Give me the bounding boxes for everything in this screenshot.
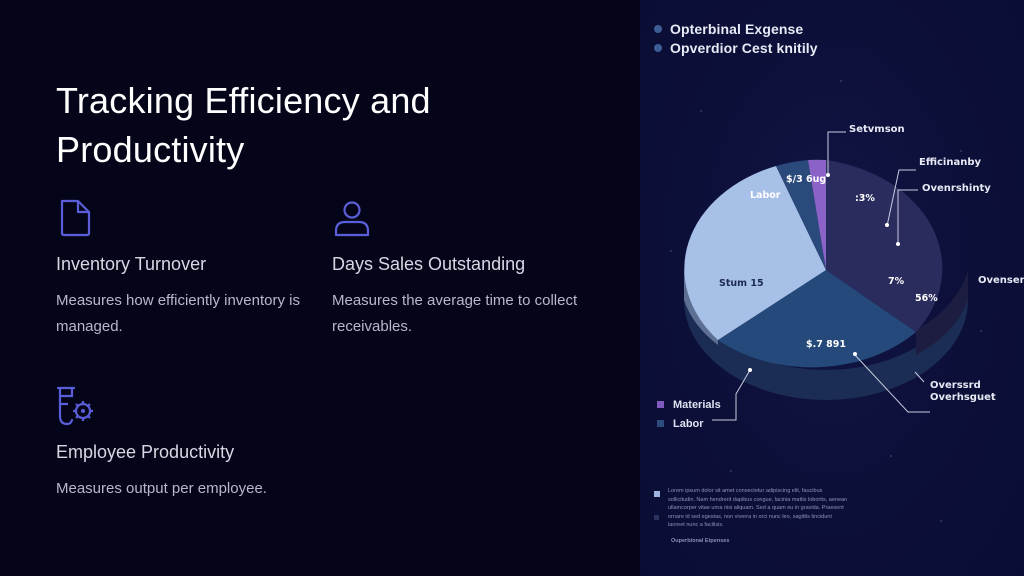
legend-square-icon bbox=[657, 420, 664, 427]
callout-right: Ovenser bbox=[978, 275, 1024, 286]
metric-description: Measures the average time to collect rec… bbox=[332, 292, 578, 335]
slice-label-pct-big: 56% bbox=[915, 293, 938, 304]
metric-description: Measures how efficiently inventory is ma… bbox=[56, 292, 300, 335]
legend-label: Opterbinal Exgense bbox=[670, 20, 804, 37]
flask-gear-icon bbox=[56, 386, 93, 426]
chart-legend-bottom: Materials Labor bbox=[657, 395, 721, 433]
legend-label: Opverdior Cest knitily bbox=[670, 39, 818, 56]
legend-item: Opverdior Cest knitily bbox=[654, 38, 818, 57]
callout-bottom-right-1: Overssrd bbox=[930, 380, 981, 391]
pie-slice-overhead bbox=[826, 160, 943, 332]
metric-card-days-sales-outstanding: Days Sales Outstanding Measures the aver… bbox=[332, 196, 582, 340]
metric-title: Days Sales Outstanding bbox=[332, 254, 526, 274]
callout-bottom-right-2: Overhsguet bbox=[930, 392, 996, 403]
legend-label: Labor bbox=[673, 417, 704, 430]
legend-item: Labor bbox=[657, 414, 721, 433]
callout-overnship: Ovenrshinty bbox=[922, 183, 991, 194]
metric-description: Measures output per employee. bbox=[56, 480, 267, 497]
slice-label-small-top: $/3 6ug bbox=[786, 174, 826, 185]
slice-label-pct-mid: 7% bbox=[888, 276, 905, 287]
legend-dot-icon bbox=[654, 43, 662, 52]
slice-label-stum: Stum 15 bbox=[719, 278, 764, 289]
metric-title: Employee Productivity bbox=[56, 442, 235, 462]
legend-square-icon bbox=[657, 401, 664, 408]
chart-panel: Opterbinal Exgense Opverdior Cest knitil… bbox=[640, 0, 1024, 576]
pie-slice-bottom bbox=[718, 270, 916, 368]
footnote-caption: Ouperbional Etpenses bbox=[671, 537, 730, 544]
legend-dot-icon bbox=[654, 24, 662, 33]
pie-slice-small bbox=[776, 160, 826, 270]
pie-slice-labor bbox=[684, 166, 826, 340]
footnote-square-icon bbox=[654, 515, 659, 520]
chart-footnote: Lorem ipsum dolor sit amet consectetur a… bbox=[654, 487, 854, 544]
slide-left-panel: Tracking Efficiency and Productivity Inv… bbox=[56, 80, 582, 502]
pie-chart: Setvmson Efficinanby Ovenrshinty Ovenser… bbox=[684, 124, 1024, 421]
callout-efficiency: Efficinanby bbox=[919, 157, 981, 168]
pie-slice-materials bbox=[808, 159, 826, 270]
slice-label-bottom-value: $.7 891 bbox=[806, 339, 846, 350]
footnote-text: Lorem ipsum dolor sit amet consectetur a… bbox=[668, 488, 848, 529]
metric-card-inventory-turnover: Inventory Turnover Measures how efficien… bbox=[56, 196, 306, 340]
slice-label-labor: Labor bbox=[750, 190, 781, 201]
user-icon bbox=[334, 201, 370, 237]
metric-card-employee-productivity: Employee Productivity Measures output pe… bbox=[56, 384, 306, 502]
metric-title: Inventory Turnover bbox=[56, 254, 207, 274]
callout-top: Setvmson bbox=[849, 124, 905, 135]
legend-label: Materials bbox=[673, 398, 721, 411]
legend-item: Opterbinal Exgense bbox=[654, 19, 818, 38]
footnote-square-icon bbox=[654, 491, 660, 497]
chart-legend-top: Opterbinal Exgense Opverdior Cest knitil… bbox=[654, 19, 818, 57]
slide-title: Tracking Efficiency and Productivity bbox=[56, 80, 431, 170]
legend-item: Materials bbox=[657, 395, 721, 414]
slice-label-pct-top: :3% bbox=[855, 193, 875, 204]
document-icon bbox=[60, 199, 91, 237]
